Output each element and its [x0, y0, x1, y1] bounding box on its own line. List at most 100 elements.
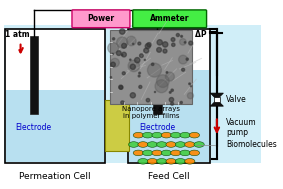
- Circle shape: [171, 89, 173, 91]
- Text: Permeation Cell: Permeation Cell: [19, 172, 91, 181]
- Circle shape: [163, 49, 167, 53]
- Ellipse shape: [166, 142, 176, 147]
- Ellipse shape: [171, 132, 181, 138]
- Circle shape: [171, 38, 175, 41]
- Ellipse shape: [138, 159, 148, 164]
- Circle shape: [135, 57, 140, 63]
- Circle shape: [119, 85, 123, 89]
- Ellipse shape: [185, 159, 195, 164]
- Text: Electrode: Electrode: [139, 123, 175, 132]
- Circle shape: [130, 64, 135, 69]
- Text: Vacuum
pump: Vacuum pump: [226, 118, 257, 137]
- Circle shape: [119, 86, 123, 89]
- Circle shape: [144, 48, 149, 53]
- Bar: [30, 36, 38, 114]
- Text: Electrode: Electrode: [16, 123, 52, 132]
- Ellipse shape: [185, 142, 195, 147]
- Text: Valve: Valve: [226, 95, 247, 104]
- Circle shape: [171, 102, 173, 105]
- Text: Biomolecules: Biomolecules: [226, 140, 277, 149]
- Circle shape: [157, 40, 162, 45]
- Bar: [4, 25, 261, 163]
- Polygon shape: [210, 100, 223, 106]
- Circle shape: [127, 36, 136, 46]
- Circle shape: [139, 85, 142, 88]
- Circle shape: [184, 42, 186, 43]
- Ellipse shape: [194, 142, 204, 147]
- Ellipse shape: [133, 132, 143, 138]
- Text: 1 atm - ΔP: 1 atm - ΔP: [162, 30, 206, 39]
- Ellipse shape: [143, 150, 153, 156]
- Bar: [129, 70, 209, 162]
- Text: Ammeter: Ammeter: [150, 14, 189, 23]
- Circle shape: [169, 91, 171, 93]
- Circle shape: [147, 43, 151, 47]
- Circle shape: [189, 41, 193, 45]
- Circle shape: [144, 59, 145, 60]
- Ellipse shape: [147, 159, 158, 164]
- Circle shape: [122, 72, 125, 75]
- Circle shape: [182, 68, 185, 71]
- Circle shape: [156, 75, 169, 88]
- Circle shape: [180, 101, 182, 104]
- Circle shape: [117, 37, 128, 48]
- Ellipse shape: [152, 150, 162, 156]
- Ellipse shape: [166, 159, 176, 164]
- Text: 1 atm: 1 atm: [5, 30, 29, 39]
- Polygon shape: [210, 93, 223, 100]
- Bar: [128, 29, 210, 163]
- Ellipse shape: [161, 132, 171, 138]
- Text: Power: Power: [87, 14, 115, 23]
- Circle shape: [130, 59, 131, 60]
- Circle shape: [145, 44, 150, 49]
- Circle shape: [133, 43, 134, 44]
- Circle shape: [147, 63, 161, 77]
- Bar: [6, 90, 104, 162]
- Circle shape: [111, 62, 115, 67]
- Circle shape: [138, 75, 140, 77]
- Circle shape: [122, 43, 127, 48]
- Circle shape: [140, 54, 143, 58]
- Ellipse shape: [171, 150, 181, 156]
- Ellipse shape: [128, 142, 139, 147]
- Circle shape: [119, 29, 125, 34]
- Bar: [105, 100, 129, 151]
- Circle shape: [189, 83, 190, 85]
- Circle shape: [169, 98, 174, 102]
- Ellipse shape: [175, 142, 186, 147]
- Circle shape: [180, 39, 186, 45]
- Circle shape: [162, 42, 168, 47]
- Circle shape: [176, 33, 179, 36]
- Bar: [153, 36, 162, 114]
- Circle shape: [138, 42, 141, 45]
- Ellipse shape: [175, 159, 186, 164]
- Circle shape: [165, 72, 174, 81]
- Ellipse shape: [152, 132, 162, 138]
- Text: Feed Cell: Feed Cell: [148, 172, 190, 181]
- Ellipse shape: [189, 132, 200, 138]
- Circle shape: [121, 101, 124, 104]
- Circle shape: [110, 77, 112, 78]
- Circle shape: [111, 58, 119, 67]
- Ellipse shape: [156, 159, 167, 164]
- Circle shape: [139, 72, 141, 74]
- Circle shape: [171, 43, 175, 46]
- Ellipse shape: [161, 150, 171, 156]
- Ellipse shape: [133, 150, 143, 156]
- Circle shape: [157, 47, 162, 52]
- Ellipse shape: [138, 142, 148, 147]
- Circle shape: [187, 93, 194, 99]
- Bar: [214, 97, 220, 102]
- Circle shape: [155, 80, 168, 93]
- Circle shape: [122, 54, 123, 56]
- Bar: [5, 29, 105, 163]
- Circle shape: [190, 86, 192, 87]
- Ellipse shape: [180, 150, 190, 156]
- Circle shape: [108, 43, 119, 53]
- Circle shape: [130, 93, 136, 98]
- Ellipse shape: [189, 150, 200, 156]
- Circle shape: [151, 63, 154, 66]
- Ellipse shape: [180, 132, 190, 138]
- Circle shape: [186, 58, 188, 60]
- Ellipse shape: [156, 142, 167, 147]
